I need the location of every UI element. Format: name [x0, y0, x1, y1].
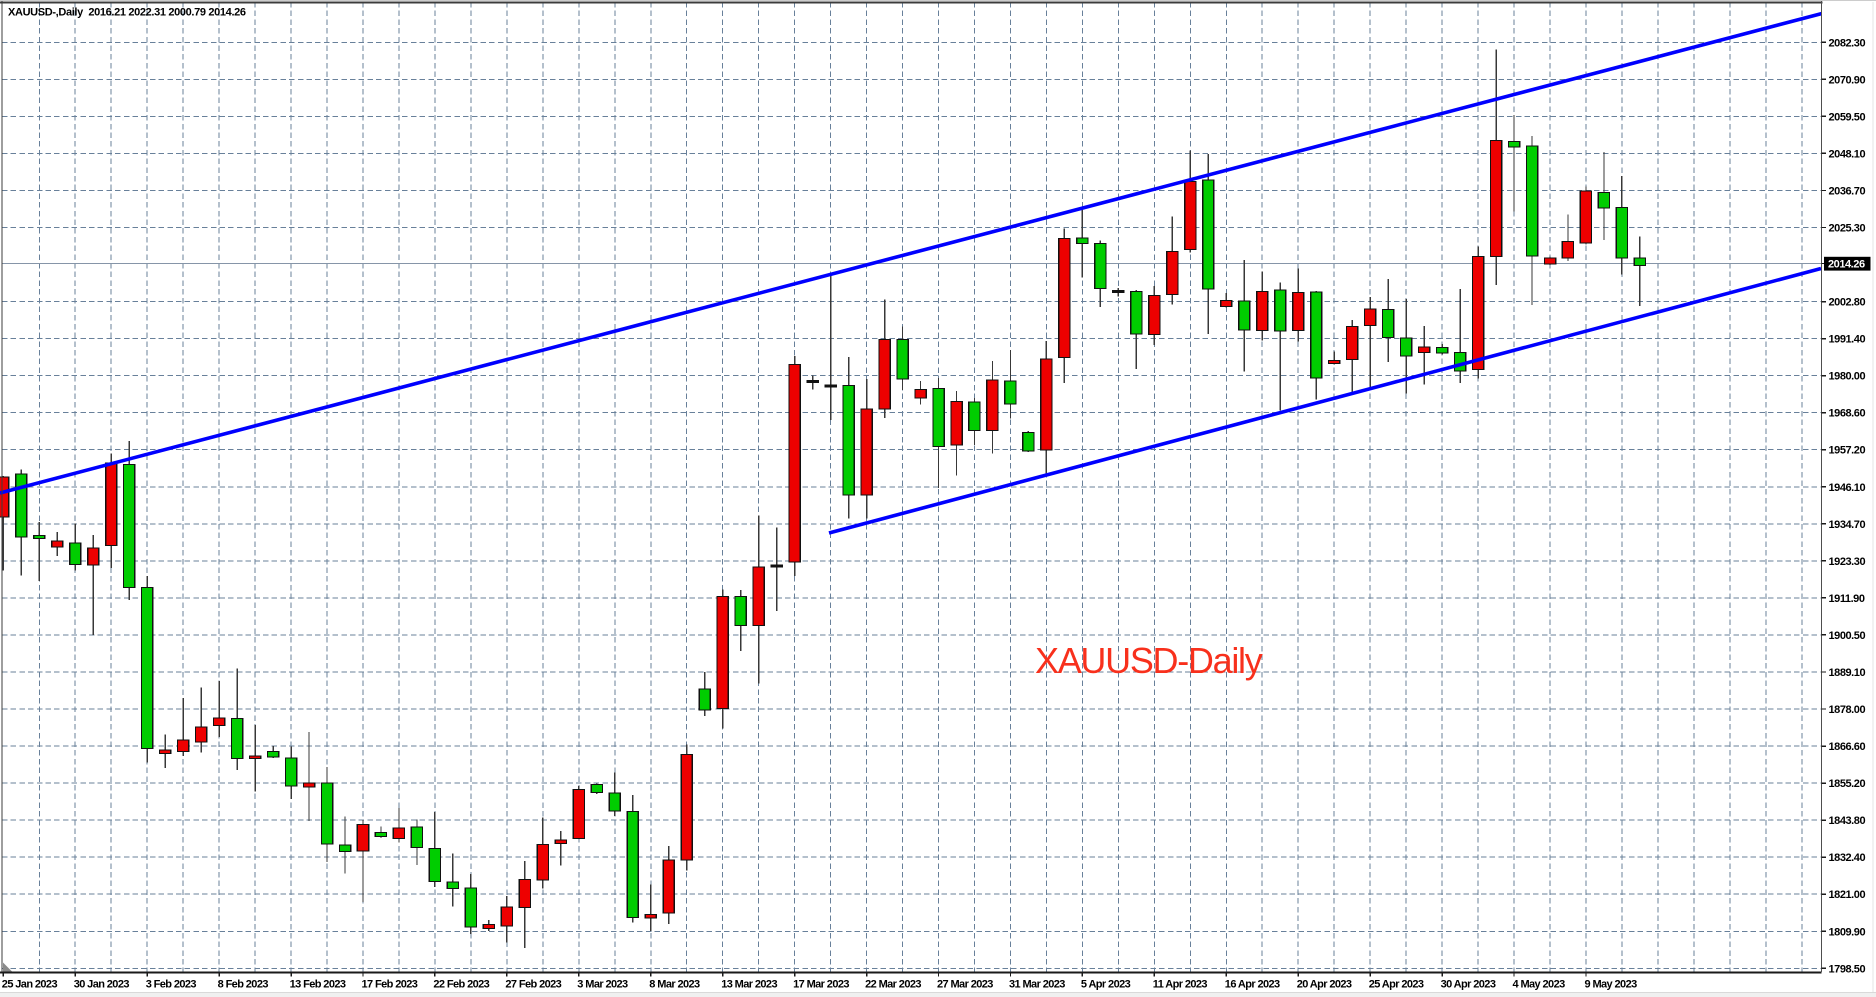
svg-text:1809.90: 1809.90: [1829, 926, 1866, 938]
svg-text:8 Feb 2023: 8 Feb 2023: [218, 979, 269, 991]
svg-text:1843.80: 1843.80: [1829, 815, 1866, 827]
svg-text:25 Apr 2023: 25 Apr 2023: [1369, 979, 1424, 991]
svg-text:30 Jan 2023: 30 Jan 2023: [74, 979, 130, 991]
svg-text:1923.30: 1923.30: [1829, 556, 1866, 568]
svg-text:1866.60: 1866.60: [1829, 741, 1866, 753]
svg-text:1934.70: 1934.70: [1829, 519, 1866, 531]
svg-text:3 Mar 2023: 3 Mar 2023: [577, 979, 628, 991]
svg-text:25 Jan 2023: 25 Jan 2023: [2, 979, 58, 991]
svg-text:17 Mar 2023: 17 Mar 2023: [793, 979, 849, 991]
svg-text:2048.10: 2048.10: [1829, 148, 1866, 160]
svg-text:1957.20: 1957.20: [1829, 445, 1866, 457]
svg-text:2036.70: 2036.70: [1829, 186, 1866, 198]
svg-text:13 Feb 2023: 13 Feb 2023: [290, 979, 346, 991]
svg-text:1991.40: 1991.40: [1829, 334, 1866, 346]
svg-text:4 May 2023: 4 May 2023: [1513, 979, 1566, 991]
svg-text:2070.90: 2070.90: [1829, 74, 1866, 86]
svg-text:27 Mar 2023: 27 Mar 2023: [937, 979, 993, 991]
svg-text:2082.30: 2082.30: [1829, 37, 1866, 49]
svg-text:9 May 2023: 9 May 2023: [1585, 979, 1638, 991]
svg-text:XAUUSD-Daily: XAUUSD-Daily: [1035, 640, 1263, 681]
svg-text:1911.90: 1911.90: [1829, 593, 1865, 605]
svg-text:31 Mar 2023: 31 Mar 2023: [1009, 979, 1065, 991]
svg-text:20 Apr 2023: 20 Apr 2023: [1297, 979, 1352, 991]
svg-text:5 Apr 2023: 5 Apr 2023: [1081, 979, 1131, 991]
svg-text:2059.50: 2059.50: [1829, 111, 1866, 123]
svg-text:22 Mar 2023: 22 Mar 2023: [865, 979, 921, 991]
svg-text:13 Mar 2023: 13 Mar 2023: [721, 979, 777, 991]
svg-text:8 Mar 2023: 8 Mar 2023: [649, 979, 700, 991]
svg-text:2025.30: 2025.30: [1829, 223, 1866, 235]
svg-text:3 Feb 2023: 3 Feb 2023: [146, 979, 197, 991]
svg-text:30 Apr 2023: 30 Apr 2023: [1441, 979, 1496, 991]
svg-text:1968.60: 1968.60: [1829, 408, 1866, 420]
svg-text:2014.26: 2014.26: [1828, 259, 1865, 271]
svg-text:1889.10: 1889.10: [1829, 667, 1866, 679]
svg-text:17 Feb 2023: 17 Feb 2023: [362, 979, 418, 991]
svg-text:1980.00: 1980.00: [1829, 371, 1866, 383]
svg-text:1900.50: 1900.50: [1829, 630, 1866, 642]
svg-text:1798.50: 1798.50: [1829, 963, 1866, 975]
svg-text:11 Apr 2023: 11 Apr 2023: [1153, 979, 1208, 991]
svg-text:16 Apr 2023: 16 Apr 2023: [1225, 979, 1280, 991]
svg-text:27 Feb 2023: 27 Feb 2023: [505, 979, 561, 991]
svg-text:2002.80: 2002.80: [1829, 297, 1866, 309]
svg-text:1832.40: 1832.40: [1829, 852, 1866, 864]
svg-text:1855.20: 1855.20: [1829, 778, 1866, 790]
svg-text:22 Feb 2023: 22 Feb 2023: [433, 979, 489, 991]
svg-text:1821.00: 1821.00: [1829, 889, 1866, 901]
svg-text:1946.10: 1946.10: [1829, 482, 1866, 494]
svg-text:1878.00: 1878.00: [1829, 704, 1866, 716]
svg-text:XAUUSD-,Daily 2016.21 2022.31: XAUUSD-,Daily 2016.21 2022.31 2000.79 20…: [8, 7, 246, 19]
